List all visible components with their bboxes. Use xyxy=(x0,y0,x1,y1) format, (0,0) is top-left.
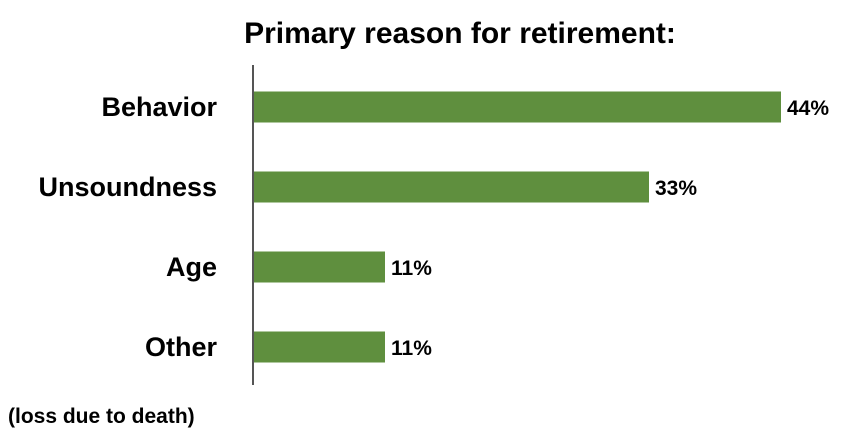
category-label-other: Other xyxy=(145,332,218,362)
value-labels: 44% 33% 11% 11% xyxy=(391,97,829,360)
category-label-unsoundness: Unsoundness xyxy=(38,172,217,202)
value-label-other: 11% xyxy=(391,337,432,360)
category-label-age: Age xyxy=(166,252,217,282)
value-label-unsoundness: 33% xyxy=(655,177,697,200)
bar-behavior xyxy=(253,91,781,123)
bar-unsoundness xyxy=(253,171,649,203)
category-labels: Behavior Unsoundness Age Other xyxy=(38,92,217,362)
chart-annotation: (loss due to death) xyxy=(8,405,195,428)
bars-layer xyxy=(253,91,781,363)
chart-title: Primary reason for retirement: xyxy=(244,17,676,50)
value-label-age: 11% xyxy=(391,257,432,280)
bar-age xyxy=(253,251,385,283)
category-label-behavior: Behavior xyxy=(101,92,217,122)
bar-other xyxy=(253,331,385,363)
value-label-behavior: 44% xyxy=(787,97,829,120)
